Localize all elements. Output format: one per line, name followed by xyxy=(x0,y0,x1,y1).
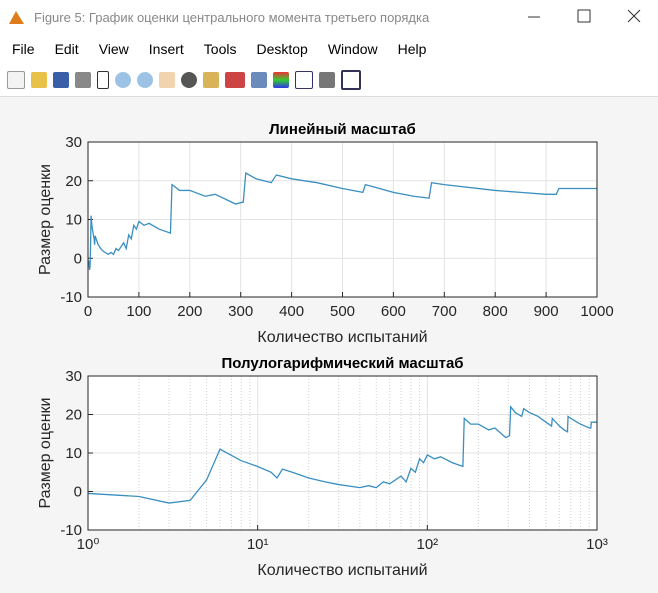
x-tick-label: 1000 xyxy=(580,303,613,320)
x-tick-label: 900 xyxy=(534,303,559,320)
menu-item[interactable]: Help xyxy=(397,41,427,57)
hide-icon[interactable] xyxy=(319,72,335,88)
rotate-icon[interactable] xyxy=(181,72,197,88)
save-icon[interactable] xyxy=(53,72,69,88)
pointer-icon[interactable] xyxy=(97,71,109,89)
x-tick-label: 800 xyxy=(483,303,508,320)
y-tick-label: 30 xyxy=(65,368,82,385)
y-tick-label: 30 xyxy=(65,134,82,151)
window-title: Figure 5: График оценки центрального мом… xyxy=(34,9,430,25)
axes-box xyxy=(87,141,598,298)
x-tick-label: 600 xyxy=(381,303,406,320)
pan-icon[interactable] xyxy=(159,72,175,88)
menu-bar: File Edit View Insert Tools Desktop Window Help xyxy=(0,34,658,64)
menu-item[interactable]: File xyxy=(12,41,35,57)
x-tick-label: 300 xyxy=(228,303,253,320)
zoom-out-icon[interactable] xyxy=(137,72,153,88)
x-axis-label: Количество испытаний xyxy=(257,562,427,579)
y-tick-label: 0 xyxy=(74,250,82,267)
x-axis-label: Количество испытаний xyxy=(257,329,427,346)
y-tick-label: -10 xyxy=(60,522,82,539)
new-icon[interactable] xyxy=(7,71,25,89)
data-line xyxy=(88,171,597,270)
x-tick-label: 200 xyxy=(177,303,202,320)
y-tick-label: 20 xyxy=(65,407,82,424)
menu-item[interactable]: View xyxy=(98,41,129,57)
chart-title: Линейный масштаб xyxy=(269,121,416,138)
show-icon[interactable] xyxy=(341,70,361,90)
menu-item[interactable]: Insert xyxy=(148,41,184,57)
link-icon[interactable] xyxy=(251,72,267,88)
brush-icon[interactable] xyxy=(225,72,245,88)
title-bar: Figure 5: График оценки центрального мом… xyxy=(0,0,658,34)
print-icon[interactable] xyxy=(75,72,91,88)
x-tick-label: 100 xyxy=(126,303,151,320)
y-tick-label: 10 xyxy=(65,445,82,462)
window-buttons[interactable] xyxy=(518,7,658,27)
y-tick-label: 0 xyxy=(74,484,82,501)
axes-box xyxy=(87,375,598,531)
zoom-in-icon[interactable] xyxy=(115,72,131,88)
x-tick-label: 400 xyxy=(279,303,304,320)
chart-title: Полулогарифмический масштаб xyxy=(221,355,463,372)
x-tick-label: 10² xyxy=(416,536,438,553)
x-tick-label: 10⁰ xyxy=(77,536,100,553)
menu-item[interactable]: Tools xyxy=(203,41,237,57)
plot-area: 0 100 200 300 400 500 600 700 800 900 1000-1001020… xyxy=(0,97,658,593)
y-tick-label: 10 xyxy=(65,212,82,229)
data-line xyxy=(88,405,597,504)
toolbar xyxy=(0,64,658,97)
x-tick-label: 10¹ xyxy=(247,536,269,553)
menu-item[interactable]: Edit xyxy=(54,41,79,57)
y-axis-label: Размер оценки xyxy=(37,398,54,509)
x-tick-label: 700 xyxy=(432,303,457,320)
y-axis-label: Размер оценки xyxy=(37,164,54,275)
x-tick-label: 500 xyxy=(330,303,355,320)
y-tick-label: -10 xyxy=(60,289,82,306)
app-icon xyxy=(9,11,24,24)
colorbar-icon[interactable] xyxy=(273,72,289,88)
x-tick-label: 0 xyxy=(84,303,92,320)
menu-item[interactable]: Desktop xyxy=(256,41,308,57)
y-tick-label: 20 xyxy=(65,173,82,190)
menu-item[interactable]: Window xyxy=(327,41,378,57)
datacursor-icon[interactable] xyxy=(203,72,219,88)
legend-icon[interactable] xyxy=(295,71,313,89)
x-tick-label: 10³ xyxy=(586,536,608,553)
open-icon[interactable] xyxy=(31,72,47,88)
